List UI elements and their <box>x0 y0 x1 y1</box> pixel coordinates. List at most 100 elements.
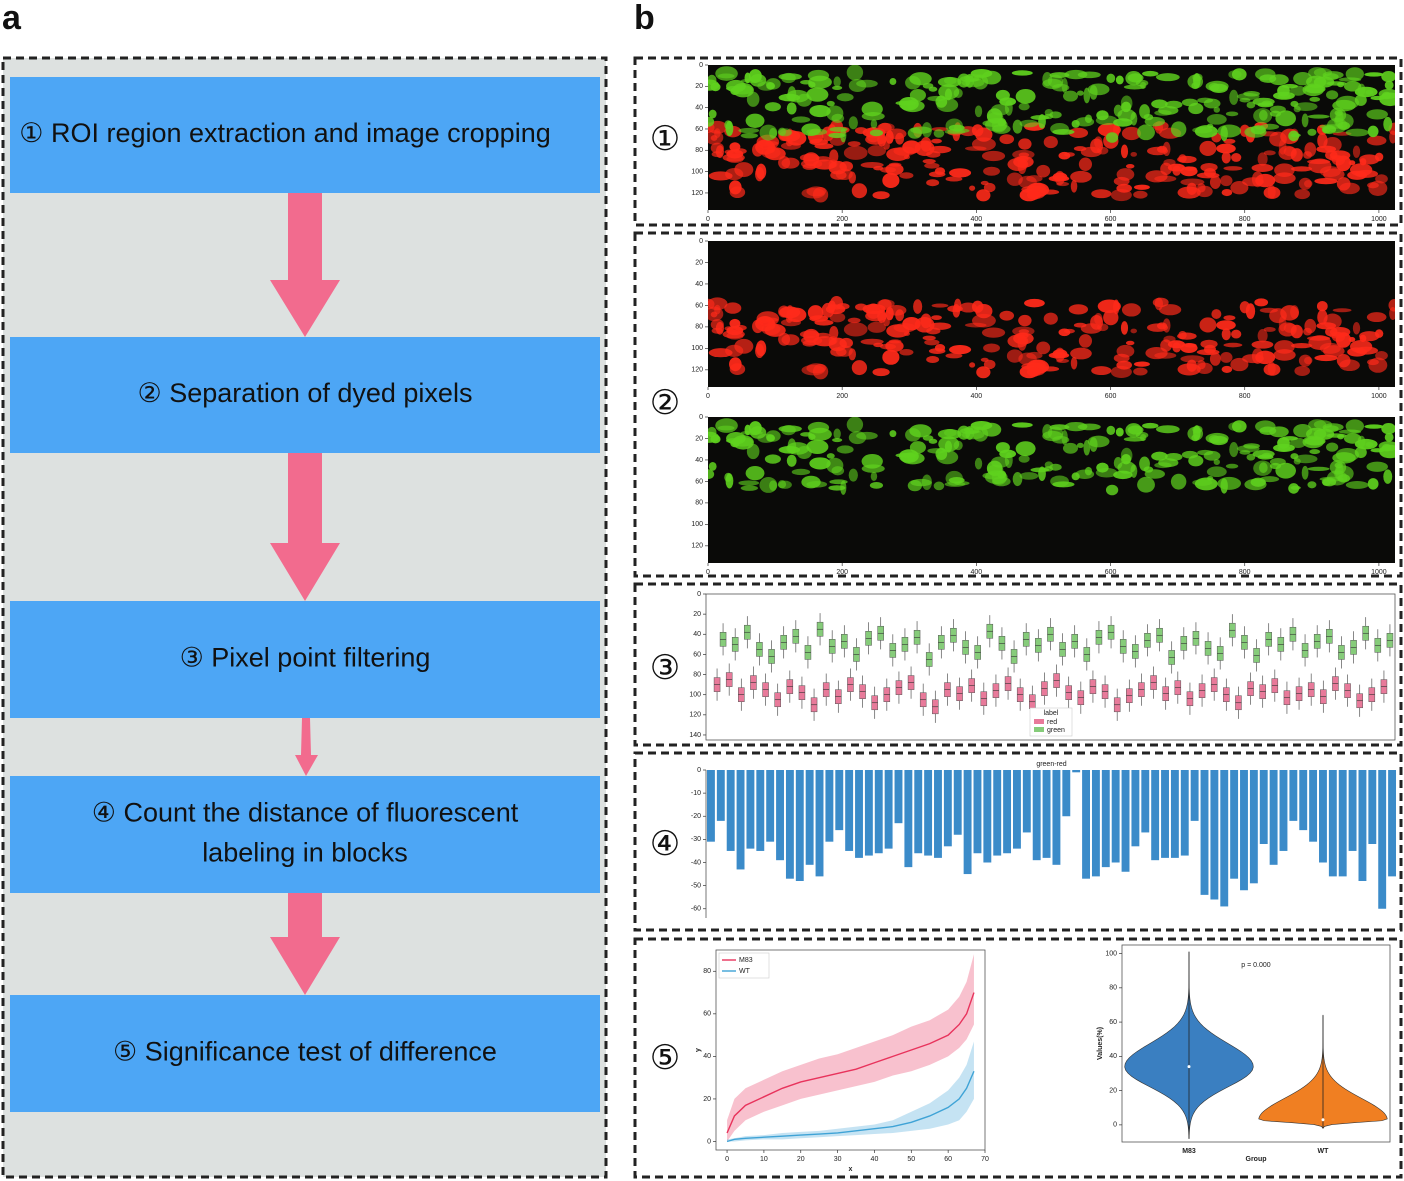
x-tick-label: 400 <box>971 569 983 576</box>
stain-blob <box>1015 441 1036 457</box>
stain-blob <box>1273 443 1295 452</box>
stain-blob <box>1089 437 1098 452</box>
stain-blob <box>1026 367 1041 377</box>
stain-blob <box>806 87 829 102</box>
y-tick-label: 0 <box>699 414 703 421</box>
stain-blob <box>1221 151 1231 164</box>
stain-blob <box>1062 90 1079 102</box>
stain-blob <box>974 457 983 470</box>
stain-blob <box>1186 182 1197 195</box>
stain-blob <box>738 480 760 486</box>
stain-blob <box>1015 88 1036 104</box>
stain-blob <box>938 436 960 452</box>
stain-blob <box>791 468 811 476</box>
stain-blob <box>1354 438 1378 450</box>
stain-blob <box>829 325 839 340</box>
y-tick-label: 0 <box>707 1138 711 1145</box>
x-tick-label: 200 <box>836 393 848 400</box>
stain-blob <box>1058 328 1071 337</box>
stain-blob <box>1091 189 1112 199</box>
stain-blob <box>1359 154 1380 165</box>
y-tick-label: 120 <box>691 190 703 197</box>
stain-blob <box>1307 466 1330 472</box>
stain-blob <box>1309 449 1321 455</box>
stain-blob <box>848 171 856 184</box>
stain-blob <box>722 330 745 339</box>
stain-blob <box>1250 477 1266 487</box>
stain-blob <box>903 331 911 336</box>
stain-blob <box>1206 466 1227 478</box>
x-tick-label: 0 <box>706 569 710 576</box>
stain-blob <box>1309 96 1321 102</box>
stain-blob <box>722 153 745 162</box>
y-tick-label: -20 <box>691 813 701 820</box>
stain-blob <box>1209 352 1221 366</box>
stain-blob <box>1018 138 1032 150</box>
stain-blob <box>1366 312 1387 323</box>
stain-blob <box>1018 352 1037 366</box>
x-label: Group <box>1246 1156 1267 1163</box>
y-tick-label: 80 <box>693 671 701 678</box>
stain-blob <box>1050 475 1069 488</box>
stain-blob <box>969 185 976 191</box>
stain-blob <box>786 442 810 455</box>
stain-blob <box>1343 433 1362 444</box>
stain-blob <box>1052 349 1068 359</box>
stain-blob <box>846 65 864 81</box>
stain-blob <box>1326 433 1347 438</box>
stain-blob <box>1142 70 1159 77</box>
stain-blob <box>1319 342 1341 354</box>
stain-blob <box>1354 169 1379 178</box>
stain-blob <box>1263 186 1281 199</box>
stain-blob <box>1123 84 1146 90</box>
stain-blob <box>1229 89 1239 105</box>
stain-blob <box>1381 423 1395 435</box>
stain-blob <box>815 332 831 339</box>
stain-blob <box>856 431 878 440</box>
stain-blob <box>1040 366 1060 372</box>
stain-blob <box>877 299 895 308</box>
stain-blob <box>913 299 923 314</box>
stain-blob <box>1206 114 1227 125</box>
stain-blob <box>1290 133 1301 138</box>
y-tick-label: -10 <box>691 790 701 797</box>
stain-blob <box>843 322 868 337</box>
legend-label: M83 <box>739 957 753 964</box>
stain-blob <box>870 471 878 482</box>
stain-blob <box>807 421 830 434</box>
stain-blob <box>969 362 976 368</box>
x-tick-label: 800 <box>1239 393 1251 400</box>
stain-blob <box>1030 467 1050 473</box>
stain-blob <box>724 149 735 155</box>
stain-blob <box>836 445 854 454</box>
stain-blob <box>1221 328 1231 341</box>
stain-blob <box>877 123 895 132</box>
stain-blob <box>1152 297 1169 308</box>
stain-blob <box>1199 317 1217 333</box>
stain-blob <box>999 310 1015 321</box>
stain-blob <box>882 349 900 365</box>
bar <box>805 770 814 865</box>
bar <box>746 770 755 849</box>
stain-blob <box>1105 484 1119 496</box>
stain-blob <box>809 138 829 146</box>
stain-blob <box>1155 73 1180 82</box>
stain-blob <box>766 434 775 442</box>
stain-blob <box>976 189 991 202</box>
stain-blob <box>1254 298 1269 307</box>
bar <box>1042 770 1051 858</box>
y-tick-label: 60 <box>695 302 703 309</box>
stain-blob <box>1121 126 1141 141</box>
step-text: ① ROI region extraction and image croppi… <box>19 118 550 148</box>
stain-blob <box>1323 136 1342 153</box>
stain-blob <box>1206 123 1214 129</box>
stain-blob <box>800 432 813 437</box>
stain-blob <box>1354 86 1378 98</box>
stain-blob <box>1307 159 1331 165</box>
stain-blob <box>1374 329 1384 338</box>
stain-blob <box>832 85 843 90</box>
stain-blob <box>1151 451 1168 461</box>
stain-blob <box>899 172 914 179</box>
stain-blob <box>1011 422 1033 428</box>
y-tick-label: 20 <box>695 83 703 90</box>
